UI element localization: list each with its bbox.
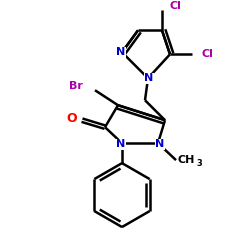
Text: Br: Br bbox=[69, 81, 83, 91]
Text: N: N bbox=[156, 139, 164, 149]
Text: N: N bbox=[144, 73, 154, 83]
Text: N: N bbox=[116, 139, 126, 149]
Text: CH: CH bbox=[178, 155, 196, 165]
Text: 3: 3 bbox=[196, 159, 202, 168]
Text: Cl: Cl bbox=[202, 49, 214, 59]
Text: O: O bbox=[67, 112, 77, 125]
Text: Cl: Cl bbox=[170, 1, 182, 11]
Text: N: N bbox=[116, 47, 126, 57]
